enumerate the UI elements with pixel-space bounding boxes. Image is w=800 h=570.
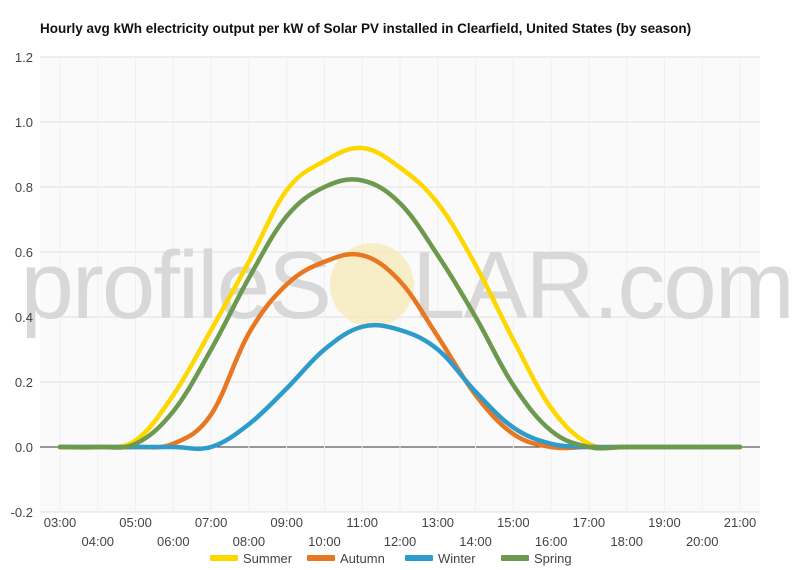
x-tick-label: 14:00 bbox=[459, 534, 492, 549]
x-tick-label: 21:00 bbox=[724, 515, 757, 530]
y-tick-label: 1.0 bbox=[15, 115, 33, 130]
series-line-spring bbox=[57, 177, 743, 451]
x-tick-label: 17:00 bbox=[573, 515, 606, 530]
x-tick-label: 03:00 bbox=[44, 515, 77, 530]
x-tick-label: 04:00 bbox=[82, 534, 115, 549]
legend-swatch-autumn bbox=[307, 555, 335, 561]
legend-label-winter: Winter bbox=[438, 551, 476, 566]
x-tick-label: 12:00 bbox=[384, 534, 417, 549]
watermark-text-left: profileS bbox=[21, 232, 331, 339]
y-axis: -0.2 0.0 0.2 0.4 0.6 0.8 1.0 1.2 bbox=[11, 50, 33, 520]
chart-title: Hourly avg kWh electricity output per kW… bbox=[40, 21, 691, 36]
y-tick-label: 0.4 bbox=[15, 310, 33, 325]
legend-label-summer: Summer bbox=[243, 551, 293, 566]
x-tick-label: 16:00 bbox=[535, 534, 568, 549]
watermark-sun-icon bbox=[330, 243, 414, 327]
x-tick-label: 15:00 bbox=[497, 515, 530, 530]
y-tick-label: 0.0 bbox=[15, 440, 33, 455]
x-tick-label: 19:00 bbox=[648, 515, 681, 530]
x-tick-label: 11:00 bbox=[346, 515, 378, 530]
y-tick-label: -0.2 bbox=[11, 505, 33, 520]
y-tick-label: 0.2 bbox=[15, 375, 33, 390]
legend-label-autumn: Autumn bbox=[340, 551, 385, 566]
x-tick-label: 10:00 bbox=[308, 534, 341, 549]
x-tick-label: 13:00 bbox=[422, 515, 455, 530]
x-tick-label: 09:00 bbox=[270, 515, 303, 530]
x-tick-label: 18:00 bbox=[610, 534, 643, 549]
legend-swatch-summer bbox=[210, 555, 238, 561]
watermark-text-right: LAR.com bbox=[412, 232, 793, 339]
x-tick-label: 20:00 bbox=[686, 534, 719, 549]
legend-label-spring: Spring bbox=[534, 551, 572, 566]
x-tick-label: 06:00 bbox=[157, 534, 190, 549]
watermark: profileS LAR.com bbox=[21, 232, 795, 339]
y-tick-label: 1.2 bbox=[15, 50, 33, 65]
legend-swatch-spring bbox=[501, 555, 529, 561]
x-tick-label: 05:00 bbox=[119, 515, 152, 530]
x-tick-label: 07:00 bbox=[195, 515, 228, 530]
y-tick-label: 0.6 bbox=[15, 245, 33, 260]
y-tick-label: 0.8 bbox=[15, 180, 33, 195]
x-tick-label: 08:00 bbox=[233, 534, 266, 549]
legend: Summer Autumn Winter Spring bbox=[210, 551, 572, 566]
legend-swatch-winter bbox=[405, 555, 433, 561]
series-lines bbox=[57, 145, 743, 452]
x-axis: 03:00 04:00 05:00 06:00 07:00 08:00 09:00 10:00… bbox=[44, 515, 757, 549]
grid bbox=[40, 56, 760, 513]
